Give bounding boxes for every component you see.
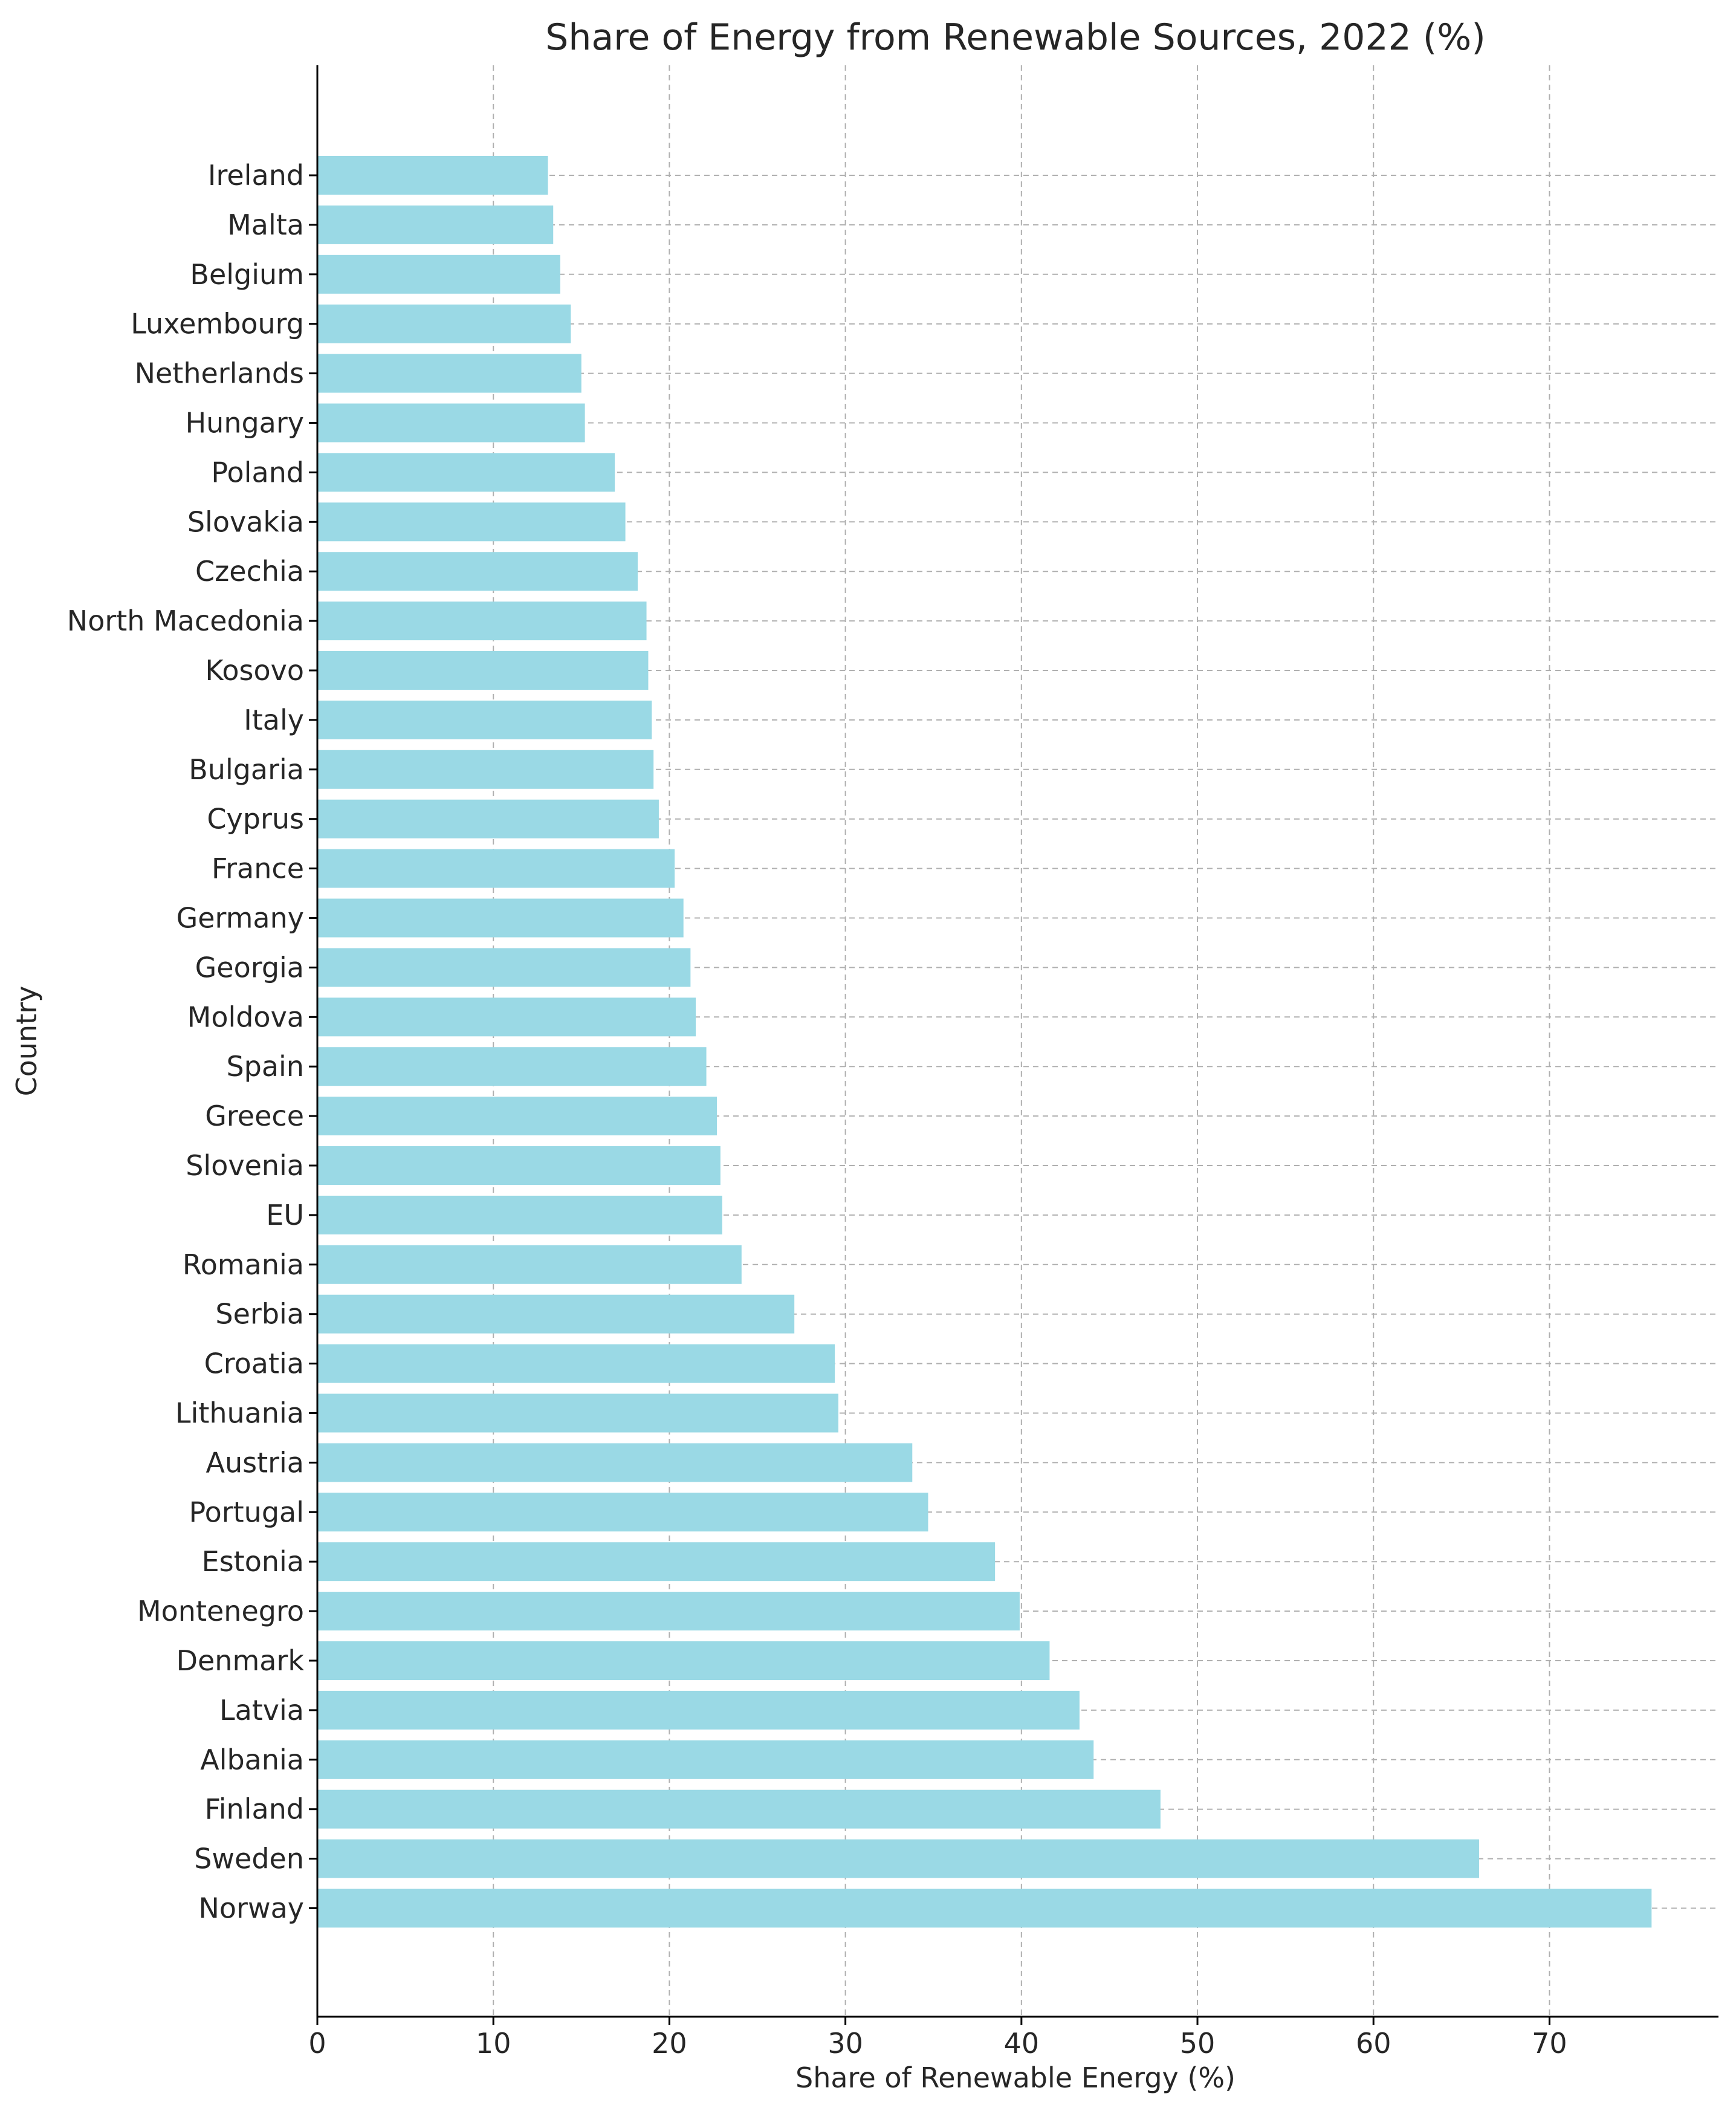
y-tick-label: Albania [200, 1743, 304, 1776]
y-tick-label: North Macedonia [67, 605, 304, 637]
bar-malta [317, 205, 554, 244]
y-tick-label: Moldova [187, 1000, 304, 1033]
y-tick-label: Lithuania [175, 1397, 304, 1430]
y-tick-label: Romania [183, 1248, 304, 1281]
y-tick-label: Portugal [189, 1496, 304, 1528]
bar-bulgaria [317, 750, 654, 789]
y-tick-label: Netherlands [135, 357, 304, 390]
y-tick-label: Bulgaria [189, 753, 304, 786]
x-tick-label: 50 [1180, 2027, 1216, 2060]
bar-poland [317, 453, 615, 492]
y-tick-label: Germany [177, 902, 304, 935]
chart-title: Share of Energy from Renewable Sources, … [545, 16, 1485, 59]
y-tick-label: Poland [211, 456, 304, 488]
bar-italy [317, 700, 652, 739]
x-tick-label: 70 [1532, 2027, 1567, 2060]
bar-portugal [317, 1493, 928, 1532]
y-tick-label: Hungary [186, 407, 304, 439]
x-tick-label: 20 [652, 2027, 687, 2060]
y-axis-label: Country [10, 986, 43, 1097]
y-tick-label: Sweden [194, 1843, 304, 1875]
bar-finland [317, 1789, 1161, 1829]
bar-greece [317, 1097, 717, 1136]
bar-ireland [317, 156, 548, 195]
bar-germany [317, 898, 684, 938]
bar-denmark [317, 1641, 1050, 1680]
y-tick-label: Spain [226, 1050, 304, 1083]
x-tick-label: 60 [1356, 2027, 1391, 2060]
x-tick-label: 40 [1004, 2027, 1040, 2060]
bar-lithuania [317, 1393, 838, 1433]
bar-czechia [317, 552, 638, 591]
bar-slovenia [317, 1146, 721, 1185]
bar-slovakia [317, 502, 626, 542]
bar-netherlands [317, 354, 581, 393]
y-tick-label: Kosovo [206, 654, 305, 687]
bar-norway [317, 1889, 1652, 1928]
bar-luxembourg [317, 304, 571, 343]
bar-kosovo [317, 651, 649, 690]
y-tick-label: France [212, 852, 304, 885]
y-tick-label: Latvia [219, 1694, 304, 1727]
y-tick-label: Montenegro [137, 1595, 304, 1627]
bar-moldova [317, 997, 696, 1037]
y-tick-label: Ireland [208, 159, 304, 192]
y-tick-label: Georgia [195, 951, 304, 984]
y-tick-label: Belgium [190, 258, 304, 291]
y-tick-label: Luxembourg [131, 308, 304, 340]
bar-croatia [317, 1344, 835, 1383]
x-tick-label: 10 [476, 2027, 511, 2060]
y-tick-label: Malta [227, 209, 304, 241]
y-tick-label: Italy [244, 704, 304, 736]
bar-spain [317, 1047, 707, 1086]
bar-france [317, 849, 675, 888]
bar-sweden [317, 1839, 1479, 1878]
x-tick-label: 30 [828, 2027, 863, 2060]
ticks-layer: 0 10 20 30 40 50 60 70 Ireland Malta Belgium Luxemb… [67, 159, 1567, 2060]
y-tick-label: Denmark [177, 1644, 305, 1677]
y-tick-label: Greece [205, 1100, 304, 1132]
y-tick-label: Slovakia [187, 505, 304, 538]
y-tick-label: Cyprus [207, 803, 304, 835]
y-tick-label: Slovenia [186, 1149, 304, 1182]
bar-georgia [317, 948, 691, 987]
y-tick-label: Serbia [215, 1298, 304, 1331]
y-tick-label: Austria [206, 1446, 304, 1479]
x-axis-label: Share of Renewable Energy (%) [795, 2061, 1236, 2094]
y-tick-label: Croatia [204, 1347, 304, 1380]
bar-romania [317, 1245, 742, 1284]
bar-north-macedonia [317, 602, 647, 641]
bar-austria [317, 1443, 913, 1482]
bar-serbia [317, 1294, 795, 1334]
y-tick-label: EU [266, 1199, 304, 1231]
bar-hungary [317, 403, 585, 443]
bar-montenegro [317, 1592, 1020, 1631]
y-tick-label: Finland [205, 1793, 304, 1826]
y-tick-label: Czechia [195, 555, 304, 588]
bar-cyprus [317, 799, 659, 838]
y-tick-label: Estonia [202, 1545, 304, 1578]
bar-estonia [317, 1542, 996, 1581]
bar-latvia [317, 1690, 1080, 1730]
y-tick-label: Norway [199, 1892, 305, 1925]
bars-layer [317, 156, 1652, 1928]
bar-belgium [317, 255, 560, 294]
bar-eu [317, 1195, 722, 1234]
bar-albania [317, 1740, 1094, 1779]
x-tick-label: 0 [308, 2027, 326, 2060]
axes-layer [316, 65, 1718, 2018]
